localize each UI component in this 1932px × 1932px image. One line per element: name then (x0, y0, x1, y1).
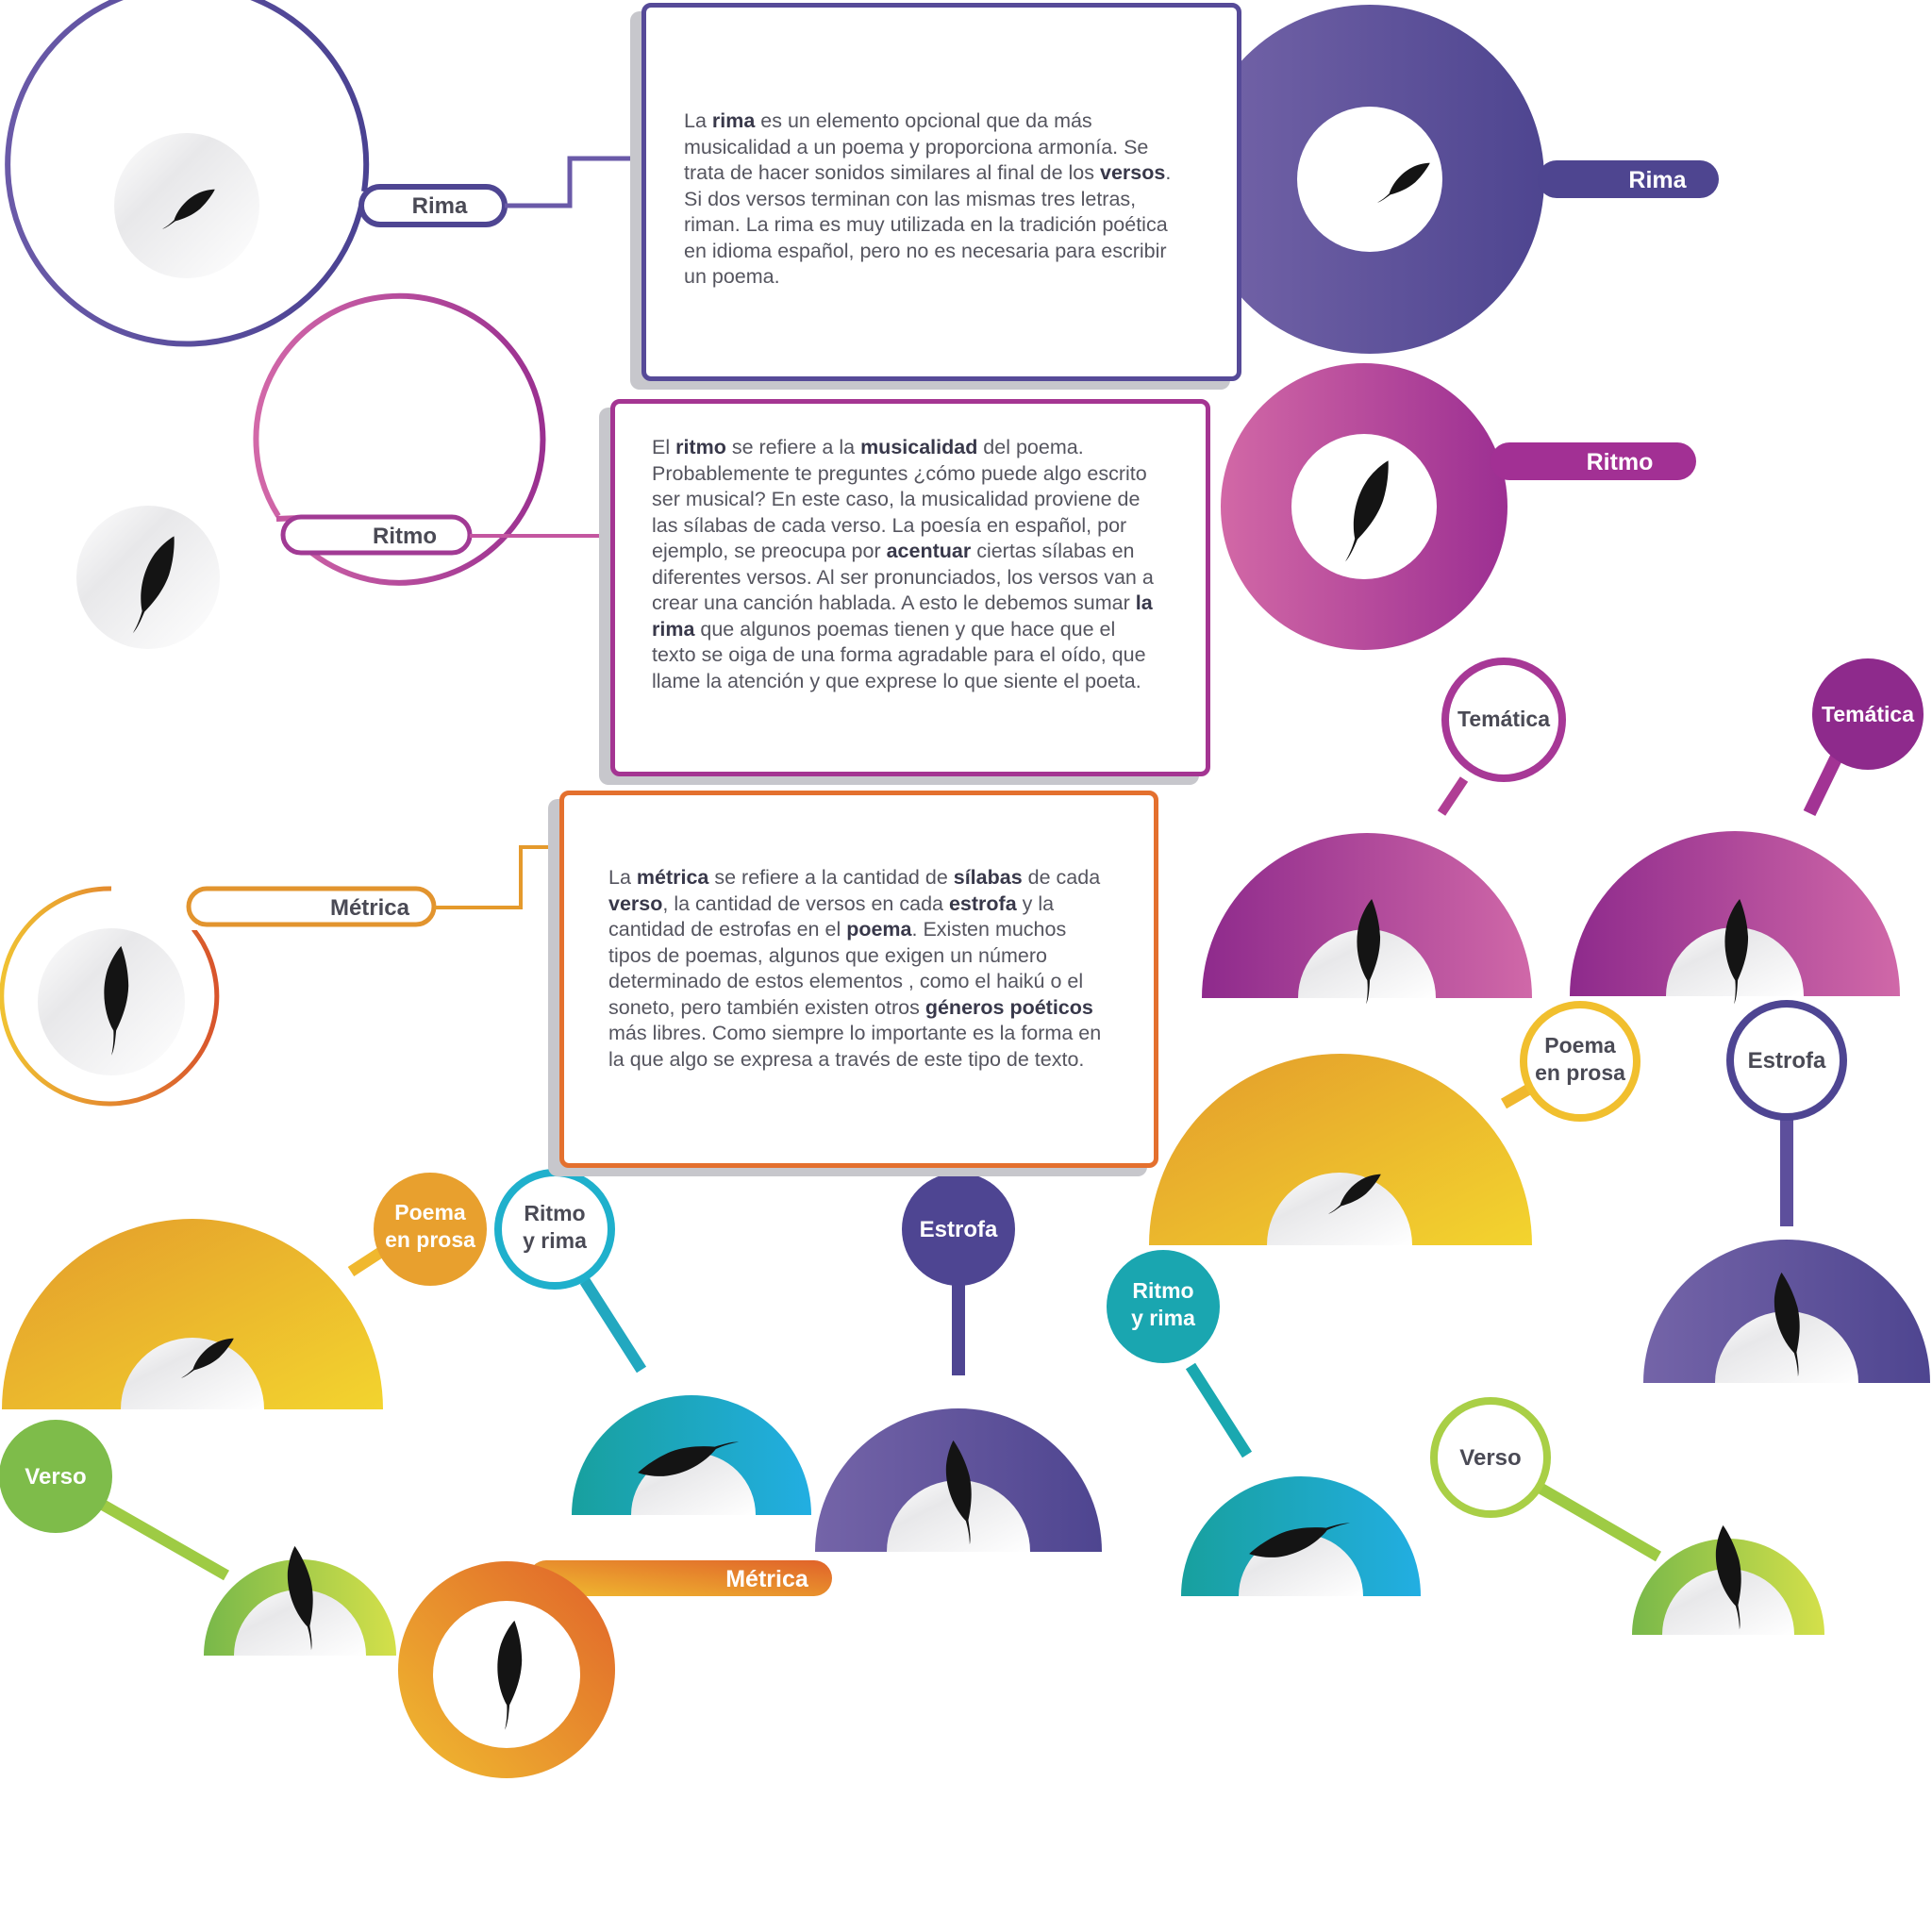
emphasis-text: rima (711, 109, 756, 132)
estrofa-node-left: Estrofa (815, 1173, 1102, 1552)
poema-prosa-label-right-2: en prosa (1535, 1060, 1625, 1085)
tematica-outline-label: Temática (1457, 707, 1550, 731)
estrofa-label-right: Estrofa (1748, 1048, 1826, 1074)
ritmo-outline-label: Ritmo (373, 524, 437, 549)
metrica-outline-label: Métrica (330, 895, 410, 921)
rima-connector (505, 156, 634, 208)
metrica-filled-tab (528, 1560, 832, 1596)
emphasis-text: verso (608, 891, 663, 915)
emphasis-text: estrofa (948, 891, 1017, 915)
rima-description: La rima es un elemento opcional que da m… (684, 109, 1172, 288)
poema-prosa-label-left-1: Poema (394, 1200, 466, 1224)
emphasis-text: sílabas (953, 866, 1023, 889)
emphasis-text: ritmo (675, 436, 726, 458)
tematica-outline-node: Temática (1202, 658, 1566, 1005)
metrica-filled-node: Métrica (398, 1560, 832, 1778)
verso-bubble-left (0, 1420, 112, 1533)
metrica-outline-node: Métrica (0, 886, 437, 1107)
emphasis-text: versos (1099, 161, 1166, 184)
emphasis-text: géneros poéticos (924, 995, 1093, 1019)
ritmo-filled-node: Ritmo (1221, 363, 1696, 650)
estrofa-bubble-right (1726, 1000, 1847, 1121)
verso-bubble-right (1430, 1397, 1551, 1518)
rima-text-card: La rima es un elemento opcional que da m… (641, 3, 1241, 381)
estrofa-node-right: Estrofa (1643, 1000, 1930, 1383)
tematica-filled-node: Temática (1570, 658, 1924, 1005)
emphasis-text: acentuar (886, 540, 972, 562)
rima-filled-tab (1538, 160, 1719, 198)
poema-prosa-node-right: Poema en prosa (1149, 1001, 1641, 1245)
poema-prosa-node-left: Poema en prosa (2, 1173, 487, 1409)
rima-filled-node: Rima (1195, 5, 1719, 354)
rima-outline-node: Rima (5, 0, 508, 347)
tematica-filled-label: Temática (1822, 702, 1914, 726)
ritmo-rima-label-right-2: y rima (1131, 1306, 1195, 1330)
ritmo-outline-node: Ritmo (76, 292, 546, 649)
poema-prosa-bubble-right (1520, 1001, 1641, 1122)
ritmo-filled-label: Ritmo (1587, 449, 1654, 475)
metrica-text-card: La métrica se refiere a la cantidad de s… (559, 791, 1158, 1168)
verso-node-right: Verso (1430, 1397, 1824, 1635)
tematica-outline-bubble (1441, 658, 1566, 782)
metrica-filled-label: Métrica (725, 1566, 809, 1592)
ritmo-rima-bubble-right (1107, 1250, 1220, 1363)
metrica-description: La métrica se refiere a la cantidad de s… (608, 866, 1102, 1071)
ritmo-rima-label-left-1: Ritmo (524, 1201, 585, 1225)
poema-prosa-label-left-2: en prosa (385, 1227, 475, 1252)
verso-label-left: Verso (25, 1464, 86, 1490)
poema-prosa-bubble-left (374, 1173, 487, 1286)
ritmo-rima-bubble-left (494, 1169, 615, 1290)
rima-outline-label: Rima (412, 193, 468, 219)
verso-label-right: Verso (1459, 1445, 1521, 1471)
emphasis-text: poema (846, 918, 912, 941)
emphasis-text: musicalidad (860, 436, 978, 458)
ritmo-rima-label-right-1: Ritmo (1132, 1278, 1193, 1303)
ritmo-text-card: El ritmo se refiere a la musicalidad del… (610, 399, 1210, 776)
ritmo-rima-label-left-2: y rima (523, 1228, 587, 1253)
estrofa-label-left: Estrofa (920, 1217, 998, 1242)
ritmo-rima-node-right: Ritmo y rima (1107, 1250, 1421, 1596)
poema-prosa-label-right-1: Poema (1544, 1033, 1616, 1058)
ritmo-rima-node-left: Ritmo y rima (494, 1169, 811, 1515)
verso-node-left: Verso (0, 1420, 396, 1656)
tematica-filled-bubble (1812, 658, 1924, 770)
emphasis-text: métrica (636, 866, 709, 889)
ritmo-description: El ritmo se refiere a la musicalidad del… (652, 436, 1154, 692)
emphasis-text: la rima (652, 591, 1153, 641)
rima-filled-label: Rima (1628, 167, 1687, 193)
rima-filled-core (1297, 107, 1442, 252)
estrofa-bubble-left (902, 1173, 1015, 1286)
ritmo-filled-tab (1491, 442, 1696, 480)
metrica-connector (434, 845, 555, 909)
